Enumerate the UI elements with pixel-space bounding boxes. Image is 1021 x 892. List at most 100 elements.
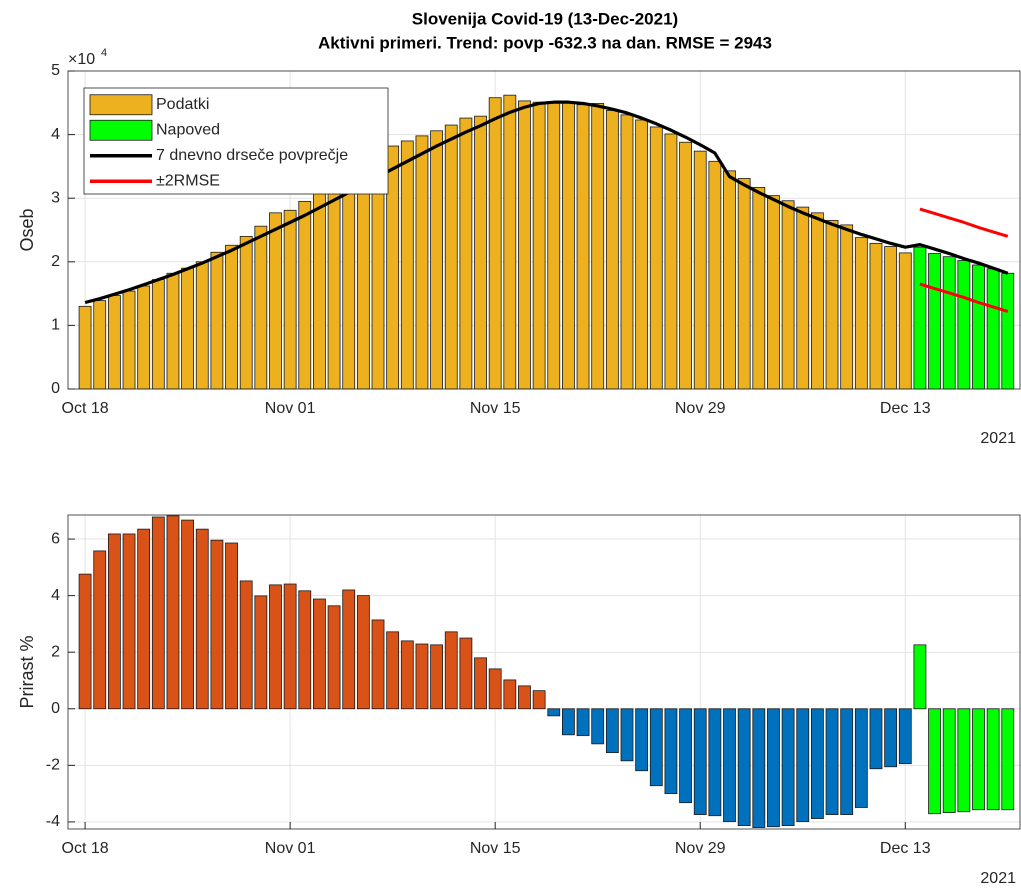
bar — [283, 583, 297, 710]
x-tick-label: Nov 15 — [470, 400, 521, 417]
legend-label: Podatki — [156, 96, 209, 113]
bar — [459, 117, 473, 390]
bar — [313, 189, 326, 390]
bar — [151, 516, 165, 710]
bar — [679, 708, 692, 804]
bar — [342, 172, 356, 390]
bar — [151, 279, 165, 390]
bar — [810, 708, 824, 819]
rmse-line — [919, 282, 1009, 313]
bar — [122, 533, 136, 710]
bar — [605, 110, 619, 390]
bar — [298, 200, 312, 390]
bar — [898, 252, 912, 390]
bar — [737, 708, 751, 827]
bar — [400, 140, 414, 390]
y-tick-label: 5 — [51, 62, 60, 79]
y-axis-label: Prirast % — [17, 635, 37, 708]
bar — [708, 708, 722, 817]
bar — [972, 708, 985, 811]
x-tick-label: Nov 15 — [470, 840, 521, 857]
bar — [122, 290, 136, 390]
bar — [327, 181, 341, 390]
y-tick-label: 4 — [51, 587, 60, 604]
bar — [269, 584, 282, 710]
axes-frame — [67, 70, 1021, 390]
bar — [957, 708, 971, 813]
x-tick-label: Nov 29 — [675, 840, 726, 857]
bar — [664, 133, 678, 390]
bar — [576, 708, 590, 737]
x-year-label: 2021 — [980, 870, 1016, 887]
bar — [796, 708, 810, 823]
bar — [986, 708, 1000, 811]
bar — [195, 528, 209, 710]
y-axis-label: Oseb — [17, 208, 37, 251]
bar — [708, 160, 722, 390]
bar — [1001, 272, 1015, 390]
bar — [518, 685, 531, 710]
bar — [239, 235, 253, 390]
bar — [942, 708, 956, 813]
bar — [913, 246, 927, 390]
bar — [884, 708, 898, 768]
bar — [635, 119, 649, 390]
bar — [898, 708, 912, 765]
bar — [547, 101, 561, 390]
bar — [371, 619, 385, 710]
bar — [781, 708, 795, 827]
bar — [928, 253, 941, 390]
bar — [928, 708, 941, 815]
bar — [327, 605, 341, 710]
rmse-line — [919, 207, 1009, 238]
chart-subtitle: Aktivni primeri. Trend: povp -632.3 na d… — [318, 33, 772, 52]
bar — [93, 300, 107, 390]
bar — [386, 631, 400, 710]
bar — [649, 126, 663, 390]
bar — [78, 305, 92, 390]
bar — [225, 542, 238, 710]
bar — [430, 130, 443, 390]
bar — [825, 708, 839, 815]
bar — [854, 708, 868, 808]
bar — [957, 260, 971, 390]
bar — [195, 261, 209, 390]
x-year-label: 2021 — [980, 430, 1016, 447]
bar — [166, 515, 180, 710]
legend-swatch — [89, 119, 153, 141]
legend-label: ±2RMSE — [156, 172, 220, 189]
bar — [547, 708, 561, 717]
bar — [518, 100, 531, 390]
bar — [356, 164, 370, 390]
bar — [913, 644, 927, 710]
bar — [532, 101, 546, 390]
bar — [444, 631, 458, 710]
axes: 0 1 2 3 4 5 Oct 18 Nov 01 Nov 15 Nov 29 Dec 13 2021… — [17, 47, 1021, 447]
bar — [313, 598, 326, 710]
bar — [181, 519, 195, 710]
x-tick-label: Nov 29 — [675, 400, 726, 417]
bar — [752, 708, 766, 828]
bar — [620, 708, 634, 762]
bar — [283, 209, 297, 390]
bar — [869, 242, 883, 390]
y-tick-label: 4 — [51, 126, 60, 143]
bar — [884, 246, 898, 390]
bar — [693, 708, 707, 815]
y-tick-label: 1 — [51, 317, 60, 334]
bar — [810, 212, 824, 390]
x-tick-label: Dec 13 — [880, 400, 931, 417]
bar — [635, 708, 649, 772]
bar — [107, 295, 121, 390]
bar — [591, 708, 605, 745]
bar — [605, 708, 619, 754]
legend-label: Napoved — [156, 121, 220, 138]
bar — [488, 97, 502, 390]
bar — [210, 251, 224, 390]
y-multiplier-exponent: 4 — [101, 47, 107, 59]
bar — [254, 595, 268, 710]
y-tick-label: 2 — [51, 643, 60, 660]
bar — [562, 102, 575, 390]
bar — [796, 206, 810, 390]
